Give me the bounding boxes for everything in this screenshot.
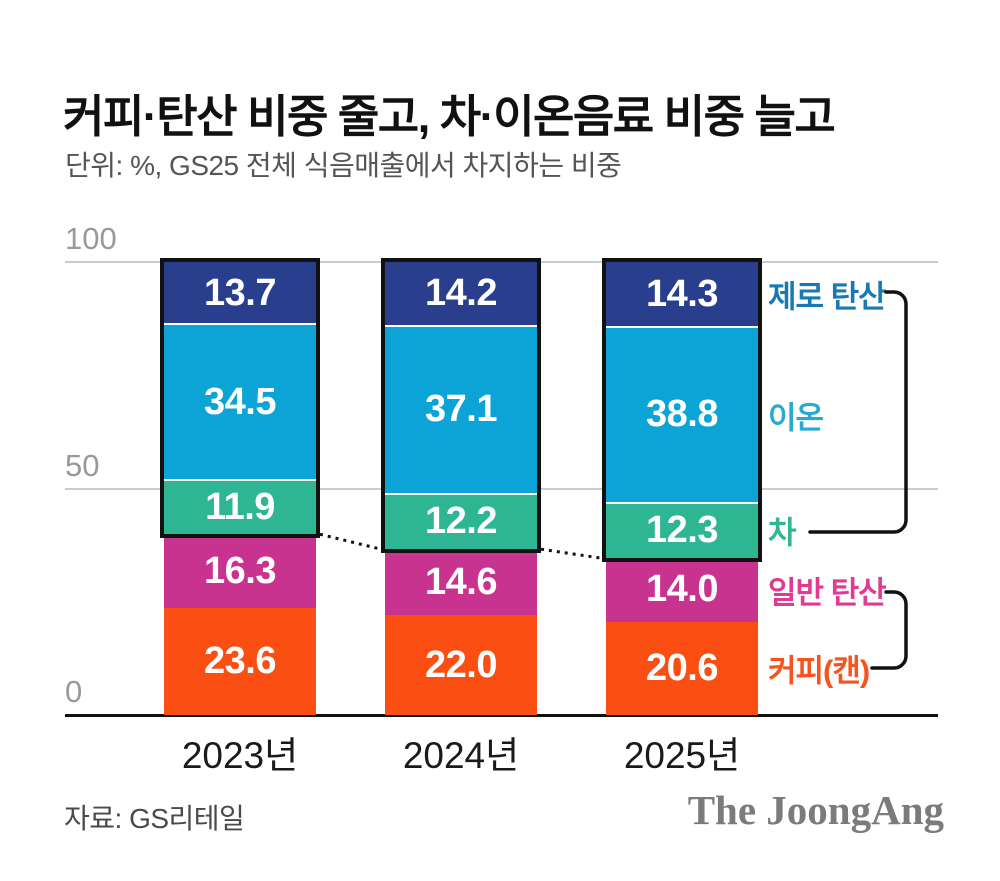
bar-value-label: 34.5 (204, 380, 276, 423)
segment-separator (385, 492, 537, 495)
segment-separator (164, 479, 316, 482)
bar-segment: 23.6 (164, 608, 316, 715)
bar-segment: 37.1 (385, 325, 537, 494)
bar-segment: 12.2 (385, 493, 537, 550)
bar-segment: 13.7 (164, 262, 316, 325)
bar-segment: 14.3 (606, 262, 758, 327)
series-label: 일반 탄산 (768, 575, 887, 611)
joongang-logo: The JoongAng (687, 787, 944, 833)
bar-value-label: 14.3 (646, 272, 718, 315)
bar-value-label: 12.2 (425, 500, 497, 543)
series-label: 차 (768, 515, 797, 551)
bar-segment: 38.8 (606, 326, 758, 503)
series-label: 커피(캔) (768, 653, 870, 689)
series-label: 이온 (768, 400, 824, 436)
bar-segment: 14.6 (385, 549, 537, 616)
bar-segment: 14.0 (606, 558, 758, 622)
highlight-group-outline (381, 257, 541, 554)
series-label: 제로 탄산 (768, 279, 887, 315)
bar-segment: 14.2 (385, 261, 537, 326)
y-tick-label-0: 0 (65, 674, 83, 709)
bar-value-label: 22.0 (425, 643, 497, 686)
x-axis-label: 2024년 (402, 735, 520, 776)
highlight-group-outline (602, 258, 762, 563)
page-title: 커피·탄산 비중 줄고, 차·이온음료 비중 늘고 (63, 91, 836, 143)
bar-segment: 16.3 (164, 534, 316, 609)
bar-value-label: 23.6 (204, 640, 276, 683)
bar-value-label: 16.3 (204, 549, 276, 592)
segment-separator (164, 323, 316, 326)
chart-subtitle-unit: 단위: %, GS25 전체 식음매출에서 차지하는 비중 (65, 150, 622, 181)
bar-value-label: 14.6 (425, 560, 497, 603)
y-tick-label-50: 50 (65, 447, 100, 483)
bar-value-label: 37.1 (425, 388, 497, 431)
x-axis-label: 2025년 (623, 735, 741, 776)
bar-segment: 12.3 (606, 502, 758, 559)
segment-separator (606, 325, 758, 328)
bar-value-label: 12.3 (646, 508, 718, 551)
bar-value-label: 11.9 (205, 485, 275, 528)
y-tick-label-100: 100 (65, 221, 117, 256)
bar-value-label: 38.8 (646, 393, 718, 436)
bar-segment: 22.0 (385, 615, 537, 715)
segment-separator (606, 501, 758, 504)
bar-value-label: 14.0 (646, 568, 718, 611)
highlight-group-outline (160, 258, 320, 539)
bar-segment: 11.9 (164, 480, 316, 535)
x-axis-label: 2023년 (181, 735, 299, 776)
source-note: 자료: GS리테일 (64, 803, 245, 834)
bar-segment: 20.6 (606, 621, 758, 715)
bar-value-label: 13.7 (204, 271, 276, 314)
x-axis-baseline (65, 714, 938, 717)
bar-segment: 34.5 (164, 324, 316, 481)
segment-separator (385, 324, 537, 327)
bar-value-label: 20.6 (646, 646, 718, 689)
bar-value-label: 14.2 (425, 272, 497, 315)
